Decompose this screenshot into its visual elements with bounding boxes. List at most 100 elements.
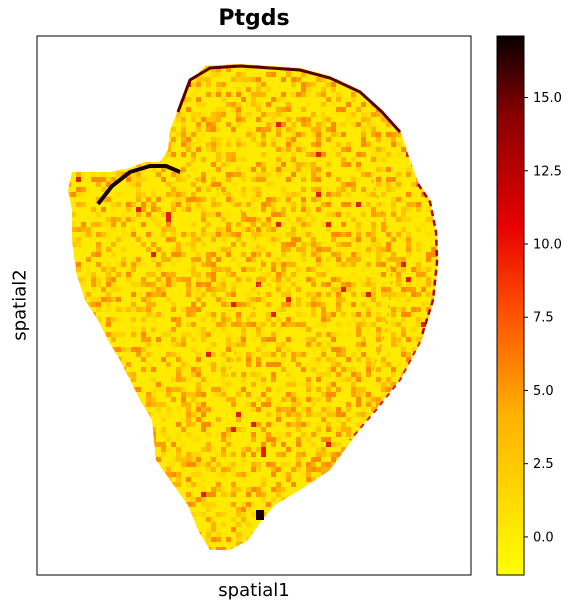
speckle [106, 247, 111, 252]
speckle [421, 282, 426, 287]
speckle [376, 242, 381, 247]
speckle [376, 247, 381, 252]
speckle [311, 357, 316, 362]
speckle [181, 417, 186, 422]
speckle [251, 207, 256, 212]
speckle [296, 417, 301, 422]
speckle [186, 312, 191, 317]
speckle [421, 287, 426, 292]
speckle [156, 287, 161, 292]
speckle [186, 457, 191, 462]
speckle [216, 282, 221, 287]
colorbar [496, 35, 525, 576]
speckle [301, 257, 306, 262]
speckle [346, 162, 351, 167]
speckle [176, 352, 181, 357]
speckle [326, 372, 331, 377]
speckle [196, 357, 201, 362]
speckle [181, 462, 186, 467]
speckle [386, 182, 391, 187]
speckle [226, 347, 231, 352]
speckle [171, 327, 176, 332]
speckle [201, 262, 206, 267]
speckle [191, 257, 196, 262]
speckle-high [326, 442, 331, 447]
speckle [256, 192, 261, 197]
speckle [381, 382, 386, 387]
speckle [196, 147, 201, 152]
speckle [221, 322, 226, 327]
speckle [291, 82, 296, 87]
speckle [186, 412, 191, 417]
speckle [391, 137, 396, 142]
speckle [201, 227, 206, 232]
speckle [291, 272, 296, 277]
speckle [226, 332, 231, 337]
speckle [276, 412, 281, 417]
speckle [341, 297, 346, 302]
speckle [216, 512, 221, 517]
speckle [391, 207, 396, 212]
speckle [381, 282, 386, 287]
speckle [241, 217, 246, 222]
speckle [171, 227, 176, 232]
speckle [331, 82, 336, 87]
speckle [121, 232, 126, 237]
speckle [101, 177, 106, 182]
speckle [171, 302, 176, 307]
speckle [201, 242, 206, 247]
speckle [261, 497, 266, 502]
speckle [261, 482, 266, 487]
speckle-high [421, 322, 426, 327]
speckle [301, 72, 306, 77]
speckle [251, 137, 256, 142]
speckle [221, 267, 226, 272]
speckle [166, 387, 171, 392]
speckle [226, 397, 231, 402]
speckle [386, 287, 391, 292]
speckle [106, 307, 111, 312]
speckle [216, 232, 221, 237]
speckle [356, 332, 361, 337]
speckle [386, 387, 391, 392]
speckle [296, 352, 301, 357]
speckle [196, 482, 201, 487]
speckle [236, 357, 241, 362]
speckle [206, 467, 211, 472]
speckle [176, 187, 181, 192]
speckle [191, 237, 196, 242]
speckle [266, 462, 271, 467]
speckle [401, 217, 406, 222]
speckle [321, 132, 326, 137]
speckle [126, 217, 131, 222]
speckle [216, 387, 221, 392]
speckle [356, 107, 361, 112]
speckle [306, 397, 311, 402]
speckle [196, 392, 201, 397]
speckle [151, 367, 156, 372]
speckle [396, 267, 401, 272]
speckle [341, 222, 346, 227]
speckle [371, 247, 376, 252]
speckle [291, 142, 296, 147]
speckle [156, 312, 161, 317]
speckle [251, 257, 256, 262]
speckle [296, 412, 301, 417]
speckle [316, 292, 321, 297]
speckle [301, 367, 306, 372]
speckle [196, 452, 201, 457]
speckle [166, 282, 171, 287]
speckle [101, 287, 106, 292]
speckle [256, 172, 261, 177]
speckle [351, 252, 356, 257]
speckle [246, 67, 251, 72]
speckle [261, 342, 266, 347]
speckle [216, 82, 221, 87]
speckle [381, 157, 386, 162]
speckle [416, 307, 421, 312]
speckle [261, 247, 266, 252]
speckle [331, 122, 336, 127]
speckle [241, 142, 246, 147]
speckle [356, 377, 361, 382]
speckle [91, 282, 96, 287]
